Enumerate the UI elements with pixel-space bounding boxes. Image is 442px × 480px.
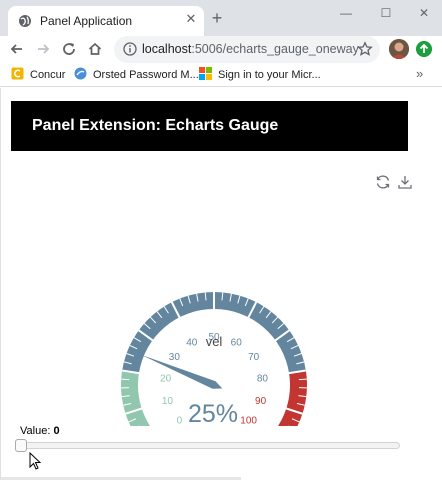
gauge-minor-tick <box>149 316 157 324</box>
gauge-minor-tick <box>237 295 241 304</box>
page-content: Panel Extension: Echarts Gauge 0 10 20 30 40… <box>0 88 442 480</box>
profile-photo-icon <box>389 39 409 59</box>
app-header: Panel Extension: Echarts Gauge <box>11 101 408 151</box>
globe-icon <box>19 15 31 27</box>
gauge-axis-label: 70 <box>248 352 260 363</box>
gauge-split-line <box>241 301 258 330</box>
concur-icon <box>11 67 24 80</box>
value-slider-track[interactable] <box>19 442 400 449</box>
gauge-minor-tick <box>271 316 279 324</box>
gauge-minor-tick <box>259 306 265 314</box>
mouse-cursor-icon <box>29 452 41 470</box>
window-close-icon[interactable]: ✕ <box>418 6 430 20</box>
gauge-axis-label: 50 <box>208 332 220 343</box>
more-bookmarks-icon[interactable]: » <box>416 66 424 81</box>
gauge-minor-tick <box>204 292 207 301</box>
gauge-minor-tick <box>123 361 132 365</box>
home-icon[interactable] <box>87 41 103 57</box>
gauge-split-line <box>125 403 155 415</box>
gauge-minor-tick <box>126 353 135 357</box>
gauge-title: vel <box>206 334 223 349</box>
gauge-minor-tick <box>229 293 232 302</box>
gauge-split-line <box>273 403 303 415</box>
gauge-minor-tick <box>293 353 302 357</box>
forward-icon[interactable] <box>35 41 51 57</box>
gauge-minor-tick <box>133 337 142 343</box>
bookmark-concur[interactable]: Concur <box>11 67 65 83</box>
gauge-minor-tick <box>296 361 305 365</box>
gauge-chart: 010 20 30 40 50 60 70 80 90 100 vel 25% <box>121 292 307 426</box>
gauge-axis-label: 20 <box>160 373 172 384</box>
gauge-axis-label: 100 <box>240 416 257 426</box>
tab-bar: Panel Application ✕ + — ☐ ✕ <box>0 0 442 36</box>
gauge-axis-label: 10 <box>162 396 174 407</box>
extension-icon[interactable] <box>416 41 432 57</box>
bookmark-microsoft[interactable]: Sign in to your Micr... <box>199 67 321 83</box>
gauge-minor-tick <box>187 295 191 304</box>
gauge-split-line <box>121 369 152 377</box>
page-title: Panel Extension: Echarts Gauge <box>32 117 279 134</box>
slider-label: Value: 0 <box>20 425 60 437</box>
gauge-minor-tick <box>121 378 130 381</box>
profile-avatar[interactable] <box>389 39 409 59</box>
gauge-minor-tick <box>196 293 199 302</box>
gauge-split-line <box>264 329 290 349</box>
gauge-minor-tick <box>156 311 163 319</box>
minimize-icon[interactable]: — <box>340 6 352 20</box>
close-tab-icon[interactable]: ✕ <box>185 11 197 26</box>
gauge-band-0 <box>121 370 151 426</box>
url-text: localhost:5006/echarts_gauge_oneway <box>142 42 359 56</box>
gauge-axis-label: 0 <box>177 416 183 426</box>
orsted-icon <box>74 67 87 80</box>
new-tab-icon[interactable]: + <box>211 8 223 28</box>
maximize-icon[interactable]: ☐ <box>380 6 392 20</box>
gauge-axis-label: 30 <box>169 352 181 363</box>
browser-tab[interactable]: Panel Application ✕ <box>8 6 204 36</box>
gauge-minor-tick <box>244 298 249 307</box>
gauge-minor-tick <box>143 323 151 330</box>
bookmark-orsted[interactable]: Orsted Password M... <box>74 67 199 83</box>
gauge-split-line <box>170 301 187 330</box>
value-slider-handle[interactable] <box>15 439 27 452</box>
restore-icon[interactable] <box>375 174 391 190</box>
gauge-minor-tick <box>277 323 285 330</box>
gauge-minor-tick <box>291 418 300 423</box>
gauge-minor-tick <box>121 395 130 398</box>
gauge-minor-tick <box>128 418 137 423</box>
gauge-minor-tick <box>296 403 305 406</box>
gauge-minor-tick <box>298 378 307 381</box>
gauge-minor-tick <box>123 403 132 406</box>
gauge-minor-tick <box>265 311 272 319</box>
gauge-minor-tick <box>286 337 295 343</box>
gauge-minor-tick <box>290 344 299 350</box>
gauge-minor-tick <box>163 306 169 314</box>
address-bar[interactable]: localhost:5006/echarts_gauge_oneway <box>114 36 380 63</box>
tab-title: Panel Application <box>40 14 133 28</box>
gauge-band-2 <box>277 370 307 426</box>
bookmark-star-icon[interactable] <box>357 41 373 57</box>
gauge-axis-label: 90 <box>255 396 267 407</box>
page-bottom-bar <box>1 477 241 480</box>
reload-icon[interactable] <box>61 41 77 57</box>
gauge-split-line <box>276 369 307 377</box>
bookmarks-bar: Concur Orsted Password M... Sign in to y… <box>0 63 442 87</box>
gauge-split-line <box>138 329 164 349</box>
gauge-minor-tick <box>129 344 138 350</box>
info-icon[interactable] <box>123 42 137 56</box>
download-icon[interactable] <box>397 174 413 190</box>
browser-toolbar: localhost:5006/echarts_gauge_oneway <box>0 36 442 63</box>
gauge-minor-tick <box>179 298 184 307</box>
gauge-minor-tick <box>298 395 307 398</box>
microsoft-icon <box>199 67 212 80</box>
gauge-value-label: 25% <box>188 400 238 426</box>
gauge-axis-label: 80 <box>257 373 269 384</box>
gauge-minor-tick <box>221 292 224 301</box>
gauge-axis-label: 40 <box>186 337 198 348</box>
gauge-axis-label: 60 <box>231 337 243 348</box>
slider-value: 0 <box>53 425 60 437</box>
gauge-pointer-needle <box>140 354 223 389</box>
back-icon[interactable] <box>9 41 25 57</box>
